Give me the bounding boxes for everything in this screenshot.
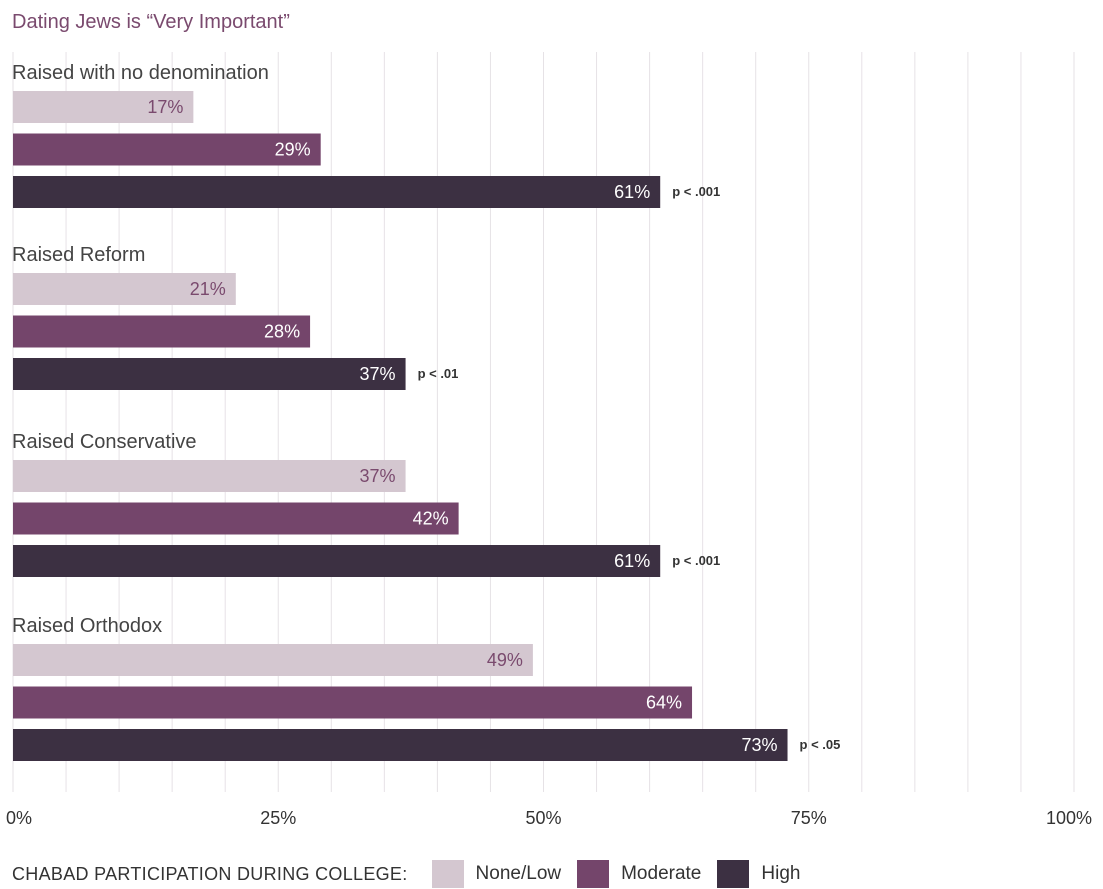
x-tick-label: 25% xyxy=(260,808,296,828)
data-label: 28% xyxy=(264,322,300,342)
bar xyxy=(13,176,661,208)
x-tick-label: 75% xyxy=(791,808,827,828)
legend-label-moderate: Moderate xyxy=(621,863,702,884)
legend-label-high: High xyxy=(761,863,801,884)
bar xyxy=(13,686,693,719)
bar xyxy=(13,460,406,492)
legend-swatch-high xyxy=(717,860,750,888)
legend-swatch-none-low xyxy=(431,860,464,888)
bar xyxy=(13,273,236,305)
data-label: 21% xyxy=(190,279,226,299)
chart-title: Dating Jews is “Very Important” xyxy=(12,11,290,33)
bar xyxy=(13,502,459,535)
x-tick-label: 50% xyxy=(525,808,561,828)
x-tick-label: 100% xyxy=(1046,808,1092,828)
group-label: Raised Reform xyxy=(12,244,145,266)
bar xyxy=(13,644,533,676)
significance-label: p < .01 xyxy=(418,366,459,381)
x-tick-label: 0% xyxy=(6,808,32,828)
data-label: 17% xyxy=(147,97,183,117)
bar xyxy=(13,358,406,390)
data-label: 37% xyxy=(360,466,396,486)
bar xyxy=(13,545,661,577)
bar xyxy=(13,315,311,348)
bar xyxy=(13,133,321,166)
data-label: 42% xyxy=(413,509,449,529)
data-label: 29% xyxy=(275,140,311,160)
bar xyxy=(13,729,788,761)
bar xyxy=(13,91,194,123)
legend-swatch-moderate xyxy=(577,860,610,888)
data-label: 73% xyxy=(741,735,777,755)
group-label: Raised with no denomination xyxy=(12,62,269,84)
significance-label: p < .05 xyxy=(800,737,841,752)
legend-label-none-low: None/Low xyxy=(475,863,562,884)
data-label: 61% xyxy=(614,551,650,571)
chart: Dating Jews is “Very Important” Raised wi… xyxy=(6,11,1092,828)
group-label: Raised Orthodox xyxy=(12,615,162,637)
data-label: 61% xyxy=(614,182,650,202)
significance-label: p < .001 xyxy=(672,184,720,199)
legend-title: CHABAD PARTICIPATION DURING COLLEGE: xyxy=(12,863,408,884)
data-label: 37% xyxy=(360,364,396,384)
significance-label: p < .001 xyxy=(672,553,720,568)
data-label: 64% xyxy=(646,693,682,713)
data-label: 49% xyxy=(487,650,523,670)
group-label: Raised Conservative xyxy=(12,431,197,453)
legend: CHABAD PARTICIPATION DURING COLLEGE: Non… xyxy=(12,859,816,889)
